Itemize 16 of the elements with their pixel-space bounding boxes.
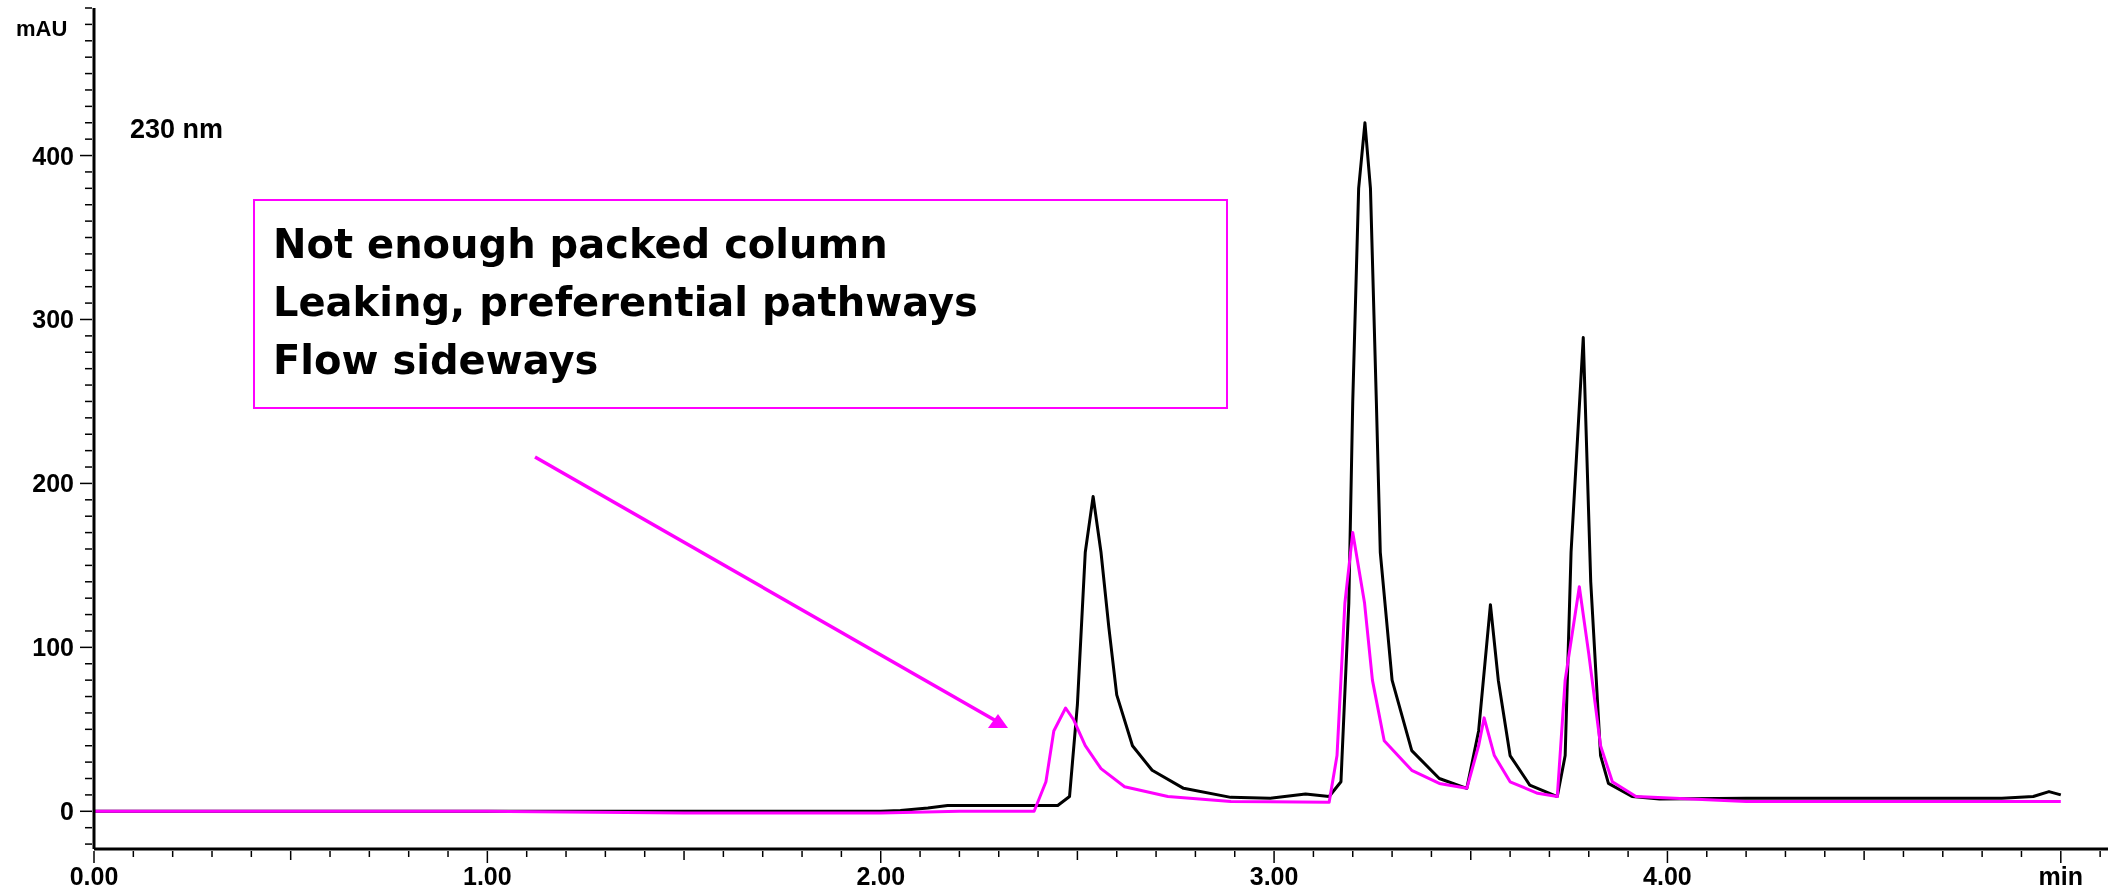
y-tick-label: 300 <box>32 305 74 334</box>
x-tick-label: 0.00 <box>69 862 119 890</box>
annotation: Leaking, preferential pathways <box>273 278 979 327</box>
x-tick-label: 3.00 <box>1249 862 1299 890</box>
y-tick-label: 100 <box>32 633 74 662</box>
y-tick-label: 200 <box>32 469 74 498</box>
y-tick-label: 400 <box>32 141 74 170</box>
y-tick-label: 0 <box>60 797 74 826</box>
x-tick-label: min <box>2038 862 2084 890</box>
y-axis-title: mAU <box>16 16 68 42</box>
x-tick-label: 1.00 <box>463 862 512 890</box>
x-tick-label: 4.00 <box>1643 862 1692 890</box>
annotation: Not enough packed column <box>273 220 889 269</box>
annotation: Flow sideways <box>273 336 600 385</box>
x-tick-label: 2.00 <box>856 862 906 890</box>
annotation: 230 nm <box>130 114 224 145</box>
